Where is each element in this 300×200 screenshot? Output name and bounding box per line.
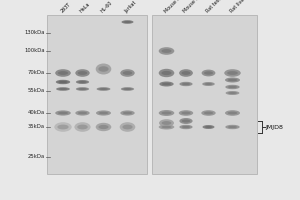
Ellipse shape xyxy=(182,71,190,75)
Ellipse shape xyxy=(57,125,69,129)
Ellipse shape xyxy=(159,119,174,127)
Ellipse shape xyxy=(228,92,237,94)
Ellipse shape xyxy=(120,69,135,77)
Ellipse shape xyxy=(202,82,215,86)
Ellipse shape xyxy=(98,66,109,72)
Ellipse shape xyxy=(58,71,68,75)
Text: 100kDa: 100kDa xyxy=(25,48,45,53)
Ellipse shape xyxy=(202,125,214,129)
Ellipse shape xyxy=(99,112,108,114)
Ellipse shape xyxy=(76,80,89,84)
Ellipse shape xyxy=(204,83,213,85)
Ellipse shape xyxy=(205,126,212,128)
Bar xyxy=(152,15,256,174)
Text: Rat liver: Rat liver xyxy=(229,0,247,14)
Ellipse shape xyxy=(204,71,213,75)
Ellipse shape xyxy=(179,125,193,129)
Text: Mouse liver: Mouse liver xyxy=(182,0,206,14)
Ellipse shape xyxy=(78,112,87,114)
Text: Mouse kidney: Mouse kidney xyxy=(163,0,190,14)
Text: HeLa: HeLa xyxy=(79,2,91,14)
Ellipse shape xyxy=(96,123,111,131)
Ellipse shape xyxy=(78,71,87,75)
Ellipse shape xyxy=(225,85,240,89)
Ellipse shape xyxy=(55,110,71,116)
Text: 130kDa: 130kDa xyxy=(25,30,45,36)
Ellipse shape xyxy=(202,70,215,76)
Ellipse shape xyxy=(182,119,190,122)
Ellipse shape xyxy=(228,112,237,114)
Ellipse shape xyxy=(56,80,70,84)
Ellipse shape xyxy=(228,86,237,88)
Ellipse shape xyxy=(122,20,134,24)
Ellipse shape xyxy=(204,112,213,114)
Ellipse shape xyxy=(96,64,111,74)
Ellipse shape xyxy=(120,110,135,116)
Ellipse shape xyxy=(77,125,88,129)
Ellipse shape xyxy=(122,125,133,129)
Bar xyxy=(46,15,147,174)
Ellipse shape xyxy=(78,88,87,90)
Ellipse shape xyxy=(76,87,89,91)
Ellipse shape xyxy=(98,125,109,129)
Ellipse shape xyxy=(97,87,110,91)
Ellipse shape xyxy=(179,118,193,124)
Text: 55kDa: 55kDa xyxy=(28,88,45,93)
Text: HL-60: HL-60 xyxy=(100,0,114,14)
Ellipse shape xyxy=(159,47,174,55)
Ellipse shape xyxy=(225,110,240,116)
Ellipse shape xyxy=(54,122,72,132)
Ellipse shape xyxy=(56,87,70,91)
Ellipse shape xyxy=(74,122,91,132)
Ellipse shape xyxy=(121,87,134,91)
Text: 40kDa: 40kDa xyxy=(28,110,45,116)
Ellipse shape xyxy=(55,69,71,77)
Ellipse shape xyxy=(162,121,171,125)
Text: Rat testis: Rat testis xyxy=(205,0,225,14)
Ellipse shape xyxy=(161,126,172,128)
Ellipse shape xyxy=(179,82,193,86)
Text: 25kDa: 25kDa xyxy=(28,154,45,160)
Ellipse shape xyxy=(228,126,237,128)
Ellipse shape xyxy=(123,88,132,90)
Ellipse shape xyxy=(159,110,174,116)
Ellipse shape xyxy=(58,81,68,83)
Ellipse shape xyxy=(228,79,237,81)
Ellipse shape xyxy=(224,69,241,77)
Text: 35kDa: 35kDa xyxy=(28,124,45,130)
Ellipse shape xyxy=(226,91,239,95)
Ellipse shape xyxy=(58,88,68,90)
Ellipse shape xyxy=(123,71,132,75)
Ellipse shape xyxy=(58,112,68,114)
Ellipse shape xyxy=(161,49,172,53)
Text: Jurkat: Jurkat xyxy=(124,0,138,14)
Text: JMJD8: JMJD8 xyxy=(265,124,283,130)
Ellipse shape xyxy=(159,82,174,87)
Ellipse shape xyxy=(75,69,90,77)
Ellipse shape xyxy=(179,69,193,77)
Ellipse shape xyxy=(179,110,193,116)
Ellipse shape xyxy=(159,124,174,130)
Ellipse shape xyxy=(124,21,131,23)
Ellipse shape xyxy=(182,83,190,85)
Ellipse shape xyxy=(181,112,191,114)
Ellipse shape xyxy=(78,81,87,83)
Ellipse shape xyxy=(75,110,90,116)
Ellipse shape xyxy=(182,126,190,128)
Ellipse shape xyxy=(162,83,171,85)
Ellipse shape xyxy=(120,122,135,132)
Ellipse shape xyxy=(225,77,240,82)
Ellipse shape xyxy=(201,110,216,116)
Ellipse shape xyxy=(161,71,172,75)
Ellipse shape xyxy=(161,112,172,114)
Text: 293T: 293T xyxy=(59,2,72,14)
Ellipse shape xyxy=(227,71,238,75)
Ellipse shape xyxy=(96,110,111,116)
Ellipse shape xyxy=(159,69,174,77)
Ellipse shape xyxy=(123,112,132,114)
Ellipse shape xyxy=(225,125,240,129)
Ellipse shape xyxy=(99,88,108,90)
Text: 70kDa: 70kDa xyxy=(28,71,45,75)
